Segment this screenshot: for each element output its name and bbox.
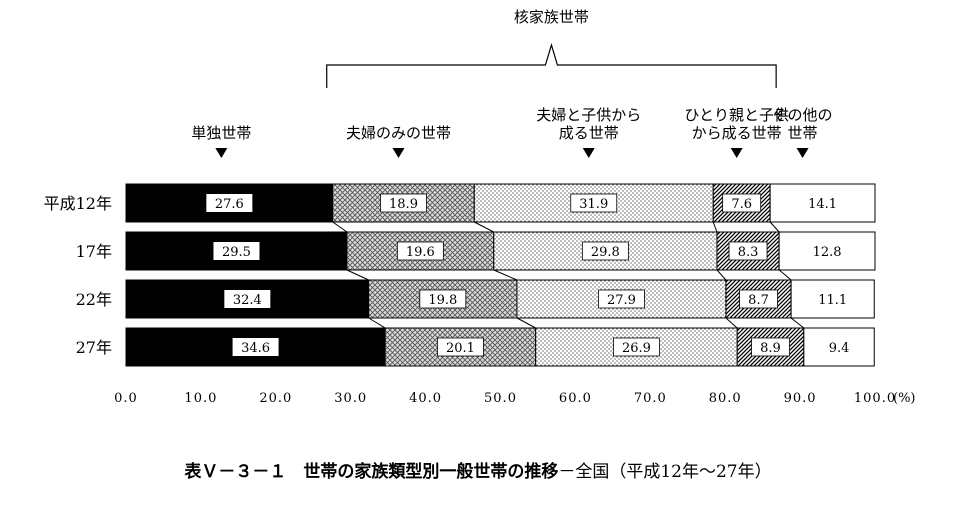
- x-axis: 0.0 10.0 20.0 30.0 40.0 50.0 60.0 70.0 80.0 90.0 1…: [114, 391, 915, 406]
- value-label-box-4-1: [232, 338, 279, 356]
- value-label-2-1: 29.5: [222, 245, 251, 260]
- series-label-4-line-1: ひとり親と子供: [684, 106, 789, 124]
- series-marker-5: [796, 148, 809, 158]
- value-label-3-1: 32.4: [233, 293, 262, 308]
- value-label-box-1-5: [799, 194, 846, 212]
- value-label-box-2-4: [728, 241, 768, 261]
- value-label-box-4-2: [437, 337, 484, 357]
- connector-2-2: [493, 269, 518, 281]
- value-label-box-4-3: [613, 337, 660, 357]
- value-label-2-5: 12.8: [813, 245, 842, 260]
- segment-connector-lines: [332, 221, 805, 329]
- x-tick-label-4: 40.0: [409, 391, 442, 406]
- value-label-3-3: 27.9: [607, 293, 636, 308]
- x-tick-label-7: 70.0: [634, 391, 667, 406]
- value-labels: 27.6 18.9 31.9 7.6 14.1 29.5 19.6 29.8 8.3 12.8 32…: [206, 193, 859, 357]
- value-label-1-4: 7.6: [731, 197, 752, 212]
- value-label-3-2: 19.8: [428, 293, 457, 308]
- series-label-5-line-2: 世帯: [788, 124, 818, 142]
- value-label-1-3: 31.9: [579, 197, 608, 212]
- category-label-4: 27年: [76, 338, 112, 357]
- connector-2-4: [778, 269, 792, 281]
- connector-3-4: [790, 317, 805, 329]
- value-label-1-1: 27.6: [215, 197, 244, 212]
- series-marker-4: [730, 148, 743, 158]
- x-tick-label-6: 60.0: [559, 391, 592, 406]
- value-label-box-3-2: [419, 289, 467, 309]
- nuclear-family-bracket: [326, 42, 777, 88]
- chart-caption-main: 表Ｖ－３－１ 世帯の家族類型別一般世帯の推移: [184, 461, 558, 482]
- nuclear-family-group-label: 核家族世帯: [514, 8, 589, 26]
- bar-rows: [125, 183, 876, 367]
- value-label-box-3-1: [224, 290, 271, 308]
- category-label-3: 22年: [76, 290, 112, 309]
- value-label-2-4: 8.3: [738, 245, 759, 260]
- value-label-4-3: 26.9: [622, 341, 651, 356]
- value-label-box-1-3: [570, 193, 618, 213]
- value-label-box-4-5: [820, 338, 859, 356]
- value-label-3-4: 8.7: [748, 293, 769, 308]
- category-labels: 平成12年 17年 22年 27年: [44, 194, 112, 357]
- series-marker-2: [392, 148, 405, 158]
- value-label-4-4: 8.9: [760, 341, 781, 356]
- series-label-3-line-1: 夫婦と子供から: [536, 106, 641, 124]
- series-marker-1: [215, 148, 228, 158]
- connector-3-1: [368, 317, 386, 329]
- value-label-2-2: 19.6: [406, 245, 435, 260]
- value-label-box-3-3: [598, 289, 645, 309]
- value-label-box-2-2: [396, 241, 444, 261]
- category-label-2: 17年: [76, 242, 112, 261]
- value-label-1-5: 14.1: [808, 197, 837, 212]
- value-label-3-5: 11.1: [818, 293, 847, 308]
- chart-caption: 表Ｖ－３－１ 世帯の家族類型別一般世帯の推移－全国（平成12年～27年）: [184, 461, 771, 482]
- series-label-3-line-2: 成る世帯: [559, 124, 619, 142]
- x-tick-label-1: 10.0: [184, 391, 217, 406]
- value-label-box-1-1: [206, 194, 253, 212]
- bracket-line: [326, 42, 777, 88]
- x-tick-label-0: 0.0: [114, 391, 138, 406]
- value-label-box-1-2: [380, 193, 427, 213]
- category-label-1: 平成12年: [44, 194, 112, 213]
- x-tick-label-2: 20.0: [259, 391, 292, 406]
- series-label-1-line-1: 単独世帯: [191, 124, 251, 142]
- value-label-box-3-4: [739, 289, 778, 309]
- value-label-4-5: 9.4: [829, 341, 850, 356]
- connector-3-2: [516, 317, 536, 329]
- connector-1-4: [769, 221, 780, 233]
- connector-1-2: [474, 221, 494, 233]
- connector-2-3: [716, 269, 727, 281]
- x-tick-label-5: 50.0: [484, 391, 517, 406]
- value-label-1-2: 18.9: [389, 197, 418, 212]
- connector-1-3: [712, 221, 718, 233]
- series-label-5-line-1: その他の: [773, 106, 833, 124]
- x-tick-label-10: 100.0: [854, 391, 896, 406]
- value-label-box-4-4: [751, 337, 790, 357]
- value-label-box-3-5: [809, 290, 856, 308]
- series-label-4-line-2: から成る世帯: [692, 124, 782, 142]
- value-label-box-1-4: [722, 193, 762, 213]
- series-marker-3: [582, 148, 595, 158]
- x-tick-label-8: 80.0: [709, 391, 742, 406]
- value-label-box-2-1: [213, 242, 260, 260]
- connector-3-3: [725, 317, 738, 329]
- chart-caption-sub: －全国（平成12年～27年）: [558, 462, 771, 482]
- value-label-4-2: 20.1: [446, 341, 475, 356]
- x-tick-label-9: 90.0: [784, 391, 817, 406]
- value-label-box-2-3: [581, 241, 629, 261]
- series-label-2-line-1: 夫婦のみの世帯: [346, 124, 451, 142]
- connector-2-1: [346, 269, 369, 281]
- connector-1-1: [332, 221, 348, 233]
- value-label-2-3: 29.8: [591, 245, 620, 260]
- x-axis-unit: (%): [893, 391, 916, 406]
- x-tick-label-3: 30.0: [334, 391, 367, 406]
- value-label-4-1: 34.6: [241, 341, 270, 356]
- value-label-box-2-5: [804, 242, 851, 260]
